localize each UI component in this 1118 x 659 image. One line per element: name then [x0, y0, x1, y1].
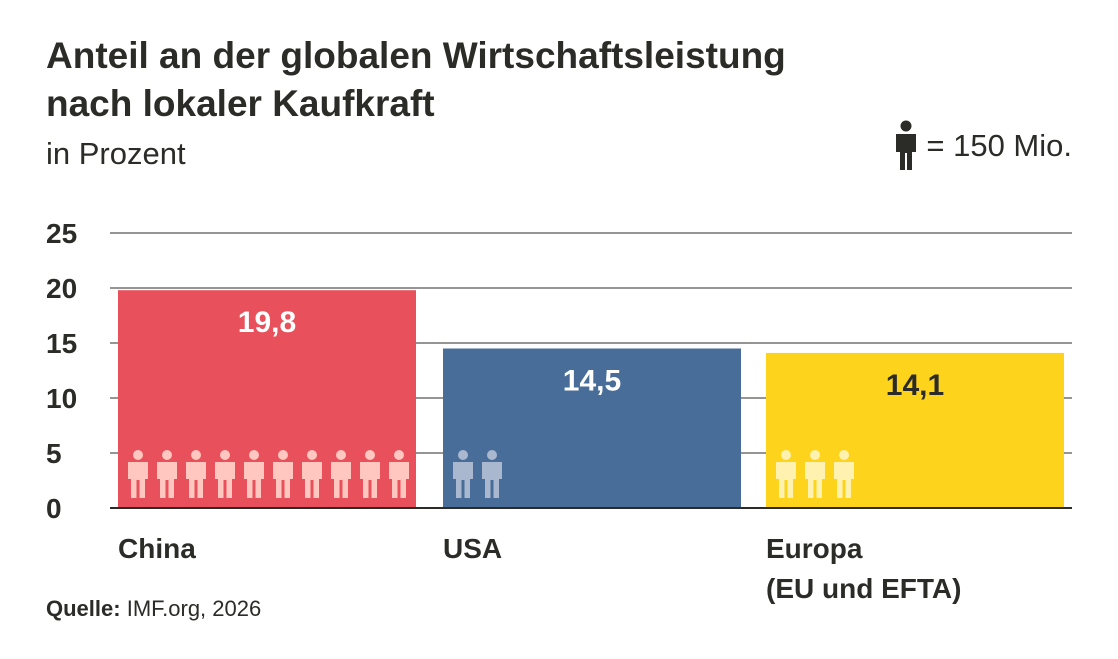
person-icon: [805, 450, 825, 498]
person-icon-head: [487, 450, 497, 460]
person-icon-body: [215, 462, 235, 498]
y-tick-label: 20: [46, 273, 77, 304]
person-icon-head: [133, 450, 143, 460]
source-label: Quelle:: [46, 596, 121, 621]
person-icon: [834, 450, 854, 498]
person-icon: [389, 450, 409, 498]
person-icon-head: [336, 450, 346, 460]
value-label: 19,8: [238, 306, 296, 339]
person-icon-body: [244, 462, 264, 498]
person-icon-body: [805, 462, 825, 498]
person-icon-head: [191, 450, 201, 460]
source-text: IMF.org, 2026: [126, 596, 262, 621]
person-icon: [128, 450, 148, 498]
person-icon-body: [360, 462, 380, 498]
x-category-label: (EU und EFTA): [766, 573, 961, 604]
y-tick-label: 25: [46, 218, 77, 249]
person-icon-body: [453, 462, 473, 498]
person-icon-body: [482, 462, 502, 498]
x-category-label: China: [118, 533, 196, 564]
person-icon-head: [162, 450, 172, 460]
person-icon: [157, 450, 177, 498]
person-icon-head: [781, 450, 791, 460]
y-tick-label: 15: [46, 328, 77, 359]
person-icon-head: [394, 450, 404, 460]
person-icon-head: [839, 450, 849, 460]
person-icon-head: [220, 450, 230, 460]
person-icon: [244, 450, 264, 498]
x-category-label: USA: [443, 533, 502, 564]
y-tick-label: 5: [46, 438, 62, 469]
person-icon-head: [458, 450, 468, 460]
person-icon-body: [128, 462, 148, 498]
person-icon-body: [389, 462, 409, 498]
bar: [766, 352, 1064, 508]
person-icon-body: [273, 462, 293, 498]
chart-title-line-2: nach lokaler Kaufkraft: [46, 83, 435, 124]
person-icon-head: [249, 450, 259, 460]
person-icon: [360, 450, 380, 498]
x-category-label: Europa: [766, 533, 863, 564]
person-icon: [453, 450, 473, 498]
person-icon-head: [810, 450, 820, 460]
person-icon-body: [834, 462, 854, 498]
y-tick-label: 0: [46, 493, 62, 524]
legend-text: = 150 Mio.: [926, 128, 1072, 163]
source-note: Quelle: IMF.org, 2026: [46, 596, 261, 622]
person-icon-head: [278, 450, 288, 460]
person-icon-body: [157, 462, 177, 498]
person-icon: [302, 450, 322, 498]
person-icon-body: [776, 462, 796, 498]
person-icon: [482, 450, 502, 498]
person-icon: [331, 450, 351, 498]
chart-title-line-1: Anteil an der globalen Wirtschaftsleistu…: [46, 35, 786, 76]
person-icon-body: [331, 462, 351, 498]
chart-subtitle: in Prozent: [46, 136, 186, 171]
person-icon: [776, 450, 796, 498]
person-icon-body: [186, 462, 206, 498]
chart-title: Anteil an der globalen Wirtschaftsleistu…: [46, 32, 786, 128]
value-label: 14,5: [563, 365, 621, 398]
value-label: 14,1: [886, 369, 944, 402]
icon-legend: = 150 Mio.: [894, 120, 1072, 172]
person-icon-body: [302, 462, 322, 498]
y-tick-label: 10: [46, 383, 77, 414]
person-icon: [186, 450, 206, 498]
person-icon: [273, 450, 293, 498]
person-icon: [215, 450, 235, 498]
person-icon: [896, 120, 917, 170]
person-icon-head: [307, 450, 317, 460]
person-icon-head: [365, 450, 375, 460]
bar: [443, 348, 741, 508]
